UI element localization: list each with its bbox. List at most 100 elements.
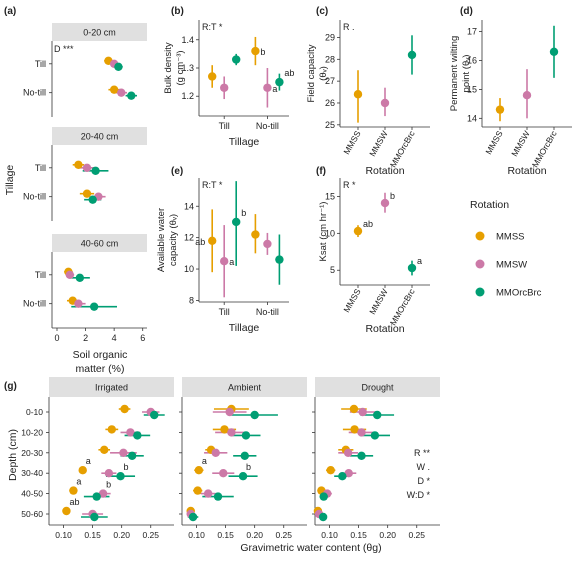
mmsw-point: [65, 270, 75, 279]
significance-letter: a: [417, 256, 422, 266]
y-tick-label: 16: [467, 55, 477, 65]
mmss-point: [353, 90, 363, 99]
mmorcbrc-point: [319, 492, 328, 501]
x-tick-label: MMSS: [341, 129, 363, 156]
significance-letter: b: [124, 462, 129, 472]
y-tick-label: 1.4: [181, 35, 194, 45]
y-tick-label: 14: [184, 201, 194, 211]
mmsw-point: [358, 407, 367, 417]
significance-letter: a: [272, 84, 277, 94]
significance-letter: b: [241, 208, 246, 218]
significance-letter: ab: [195, 237, 205, 247]
mmorcbrc-point: [89, 302, 99, 311]
x-tick-label: Till: [219, 307, 230, 317]
mmorcbrc-point: [116, 472, 125, 481]
mmorcbrc-point: [549, 47, 559, 57]
mmss-point: [208, 72, 217, 81]
mmsw-point: [104, 469, 114, 478]
mmorcbrc-point: [357, 451, 366, 460]
significance-letter: b: [260, 47, 265, 57]
facet-strip-label: Irrigated: [95, 383, 128, 393]
panel-label: (f): [316, 166, 326, 177]
mmss-point: [107, 425, 116, 434]
mmorcbrc-point: [133, 431, 142, 440]
y-tick-label: 10: [184, 264, 194, 274]
stat-annotation: R .: [343, 22, 355, 32]
y-tick-label: 10-20: [21, 427, 43, 437]
stat-annotation: R *: [343, 180, 356, 190]
mmorcbrc-point: [275, 255, 284, 264]
x-tick-label: 0.15: [350, 530, 367, 540]
y-tick-label: 27: [325, 76, 335, 86]
stat-annotation: R:T *: [202, 22, 223, 32]
mmsw-point: [344, 469, 353, 478]
y-axis-title: (g cm⁻³): [175, 50, 186, 85]
stat-annotation: R:T *: [202, 180, 223, 190]
mmss-point: [194, 466, 204, 475]
mmorcbrc-point: [241, 431, 251, 440]
facet-strip: [52, 127, 147, 145]
y-axis-title: Field capacity: [306, 44, 317, 102]
mmsw-point: [117, 88, 126, 97]
stat-annotation: D ***: [54, 44, 74, 54]
y-tick-label: 8: [189, 295, 194, 305]
mmss-point: [495, 105, 505, 114]
x-tick-label: 0.25: [408, 530, 425, 540]
mmsw-point: [263, 83, 272, 92]
x-tick-label: 6: [140, 333, 145, 343]
mmorcbrc-point: [88, 195, 97, 204]
legend-key-mmsw: [475, 259, 485, 269]
row-label: Till: [35, 270, 46, 280]
y-tick-label: 12: [184, 233, 194, 243]
mmss-point: [74, 160, 83, 169]
mmsw-point: [225, 407, 234, 417]
mmsw-point: [220, 256, 229, 266]
mmsw-point: [380, 98, 390, 108]
mmsw-point: [380, 198, 390, 208]
mmss-point: [82, 189, 92, 198]
facet-strip-label: Drought: [361, 383, 394, 393]
panel-label: (c): [316, 6, 328, 17]
mmsw-point: [219, 469, 228, 478]
facet-strip-label: 0-20 cm: [83, 28, 116, 38]
mmorcbrc-point: [92, 492, 101, 501]
mmsw-point: [74, 299, 83, 308]
x-tick-label: MMSW: [367, 287, 390, 316]
mmss-point: [220, 425, 229, 434]
y-tick-label: 50-60: [21, 509, 43, 519]
x-tick-label: MMSS: [341, 287, 363, 314]
y-tick-label: 1.3: [181, 63, 194, 73]
legend-title: Rotation: [470, 199, 509, 211]
mmss-point: [100, 445, 109, 454]
row-label: No-till: [23, 299, 46, 309]
mmorcbrc-point: [188, 512, 198, 522]
y-tick-label: 20-30: [21, 448, 43, 458]
panel-label: (b): [171, 6, 184, 17]
x-tick-label: 2: [83, 333, 88, 343]
mmss-point: [109, 85, 119, 94]
mmsw-point: [82, 163, 92, 172]
y-tick-label: 25: [325, 120, 335, 130]
facet-strip-label: Ambient: [228, 383, 262, 393]
y-axis-title: point (θᵥ): [461, 55, 472, 93]
y-tick-label: 29: [325, 32, 335, 42]
significance-letter: ab: [284, 68, 294, 78]
y-axis-title: Available water: [156, 208, 167, 272]
panel-label: (d): [460, 6, 473, 17]
x-axis-title: Tillage: [229, 322, 260, 334]
stat-annotation: W:D *: [407, 490, 431, 500]
y-tick-label: 15: [467, 84, 477, 94]
mmss-point: [251, 230, 260, 239]
y-axis-title: Bulk density: [163, 42, 174, 93]
mmorcbrc-point: [213, 492, 223, 501]
mmorcbrc-point: [370, 431, 380, 440]
mmss-point: [208, 236, 217, 245]
y-tick-label: 0-10: [26, 407, 43, 417]
mmsw-point: [211, 448, 220, 457]
mmorcbrc-point: [338, 472, 347, 481]
significance-letter: a: [229, 257, 234, 267]
y-axis-title: (θᵥ): [318, 66, 329, 81]
x-tick-label: 4: [112, 333, 117, 343]
x-tick-label: MMSS: [483, 129, 505, 156]
facet-strip-label: 20-40 cm: [81, 132, 119, 142]
